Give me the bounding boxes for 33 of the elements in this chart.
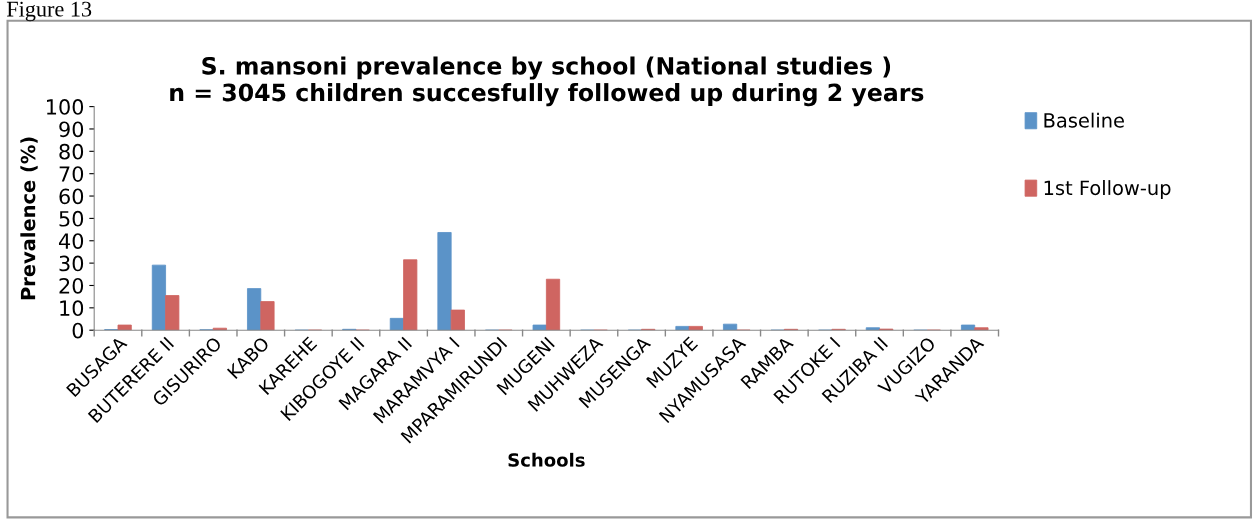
y-tick-label: 0: [72, 322, 84, 339]
bar: [117, 324, 132, 331]
bar: [450, 309, 465, 331]
bar: [151, 264, 167, 331]
y-tick-label: 100: [47, 99, 84, 115]
y-tick-label: 80: [59, 143, 84, 160]
y-tick-label: 60: [59, 188, 84, 205]
bar: [974, 327, 989, 331]
bar: [389, 317, 404, 331]
legend-label: Baseline: [1044, 112, 1124, 128]
bar: [165, 295, 180, 331]
x-axis-title: Schools: [508, 452, 585, 467]
y-tick-label: 40: [58, 233, 84, 249]
bar: [532, 324, 547, 331]
legend-label: 1st Follow-up: [1044, 180, 1171, 199]
y-tick-label: 70: [59, 166, 84, 182]
y-tick-label: 50: [59, 210, 84, 227]
bar: [723, 323, 738, 331]
bar: [260, 301, 275, 331]
bar: [437, 232, 452, 331]
bar: [688, 325, 703, 331]
chart-title: S. mansoni prevalence by school (National studies ) n = 3045 children succesfully followed up during 2 years: [170, 56, 924, 107]
bar: [545, 278, 561, 331]
y-tick-label: 20: [59, 277, 84, 294]
y-tick-label: 90: [59, 121, 84, 138]
bar: [960, 324, 976, 331]
bar: [403, 259, 418, 331]
bar: [247, 288, 262, 331]
y-tick-label: 10: [60, 300, 84, 317]
y-axis-title: Prevalence (%): [20, 137, 38, 300]
y-tick-label: 30: [59, 255, 84, 272]
caption: Figure 13: [6, 1, 92, 22]
bar: [865, 327, 880, 331]
